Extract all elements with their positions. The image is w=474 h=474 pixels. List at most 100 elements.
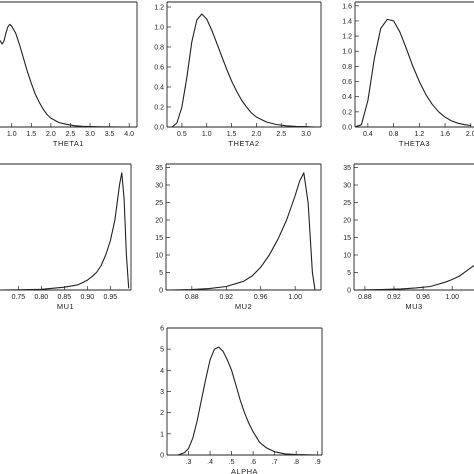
y-tick-label: 0.4 xyxy=(342,94,352,101)
y-tick-label: 0.0 xyxy=(342,125,352,132)
x-axis-title: MU1 xyxy=(57,302,74,311)
density-panel-theta2: 0.5 1.0 1.5 2.0 2.5 3.0 0.0 0.2 0.4 0.6 0.8 1.0 1.2 T… xyxy=(154,1,322,148)
y-tick-label: 25 xyxy=(343,200,351,207)
y-tick-label: 30 xyxy=(343,183,351,190)
plot-frame xyxy=(354,1,474,128)
x-tick-label: 4.0 xyxy=(124,131,134,138)
y-tick-label: 1.0 xyxy=(342,49,352,56)
y-tick-label: 1.2 xyxy=(342,34,352,41)
y-tick-label: 0.6 xyxy=(154,65,164,72)
x-axis-title: MU3 xyxy=(405,302,422,311)
y-tick-label: 5 xyxy=(347,270,351,277)
y-tick-label: 10 xyxy=(155,253,163,260)
x-tick-label: 0.85 xyxy=(58,294,72,301)
y-tick-label: 0.4 xyxy=(154,85,164,92)
x-axis-title: THETA1 xyxy=(53,139,84,148)
x-tick-label: 1.0 xyxy=(7,131,17,138)
x-tick-label: 0.92 xyxy=(387,294,401,301)
x-axis-title: THETA3 xyxy=(399,139,430,148)
y-tick-label: 0.8 xyxy=(342,64,352,71)
y-tick-label: 25 xyxy=(155,200,163,207)
x-tick-label: 3.0 xyxy=(301,131,311,138)
x-tick-label: 0.88 xyxy=(358,294,372,301)
x-tick-label: 1.00 xyxy=(288,294,302,301)
x-axis-title: THETA2 xyxy=(228,139,259,148)
x-tick-label: 1.5 xyxy=(227,131,237,138)
density-panel-alpha: .3 .4 .5 .6 .7 .8 .9 0 1 2 3 4 5 6 ALPHA xyxy=(160,326,323,474)
x-tick-label: .6 xyxy=(250,459,256,466)
density-curve xyxy=(171,13,317,127)
y-tick-label: 0 xyxy=(159,288,163,295)
density-curve xyxy=(357,265,474,290)
x-axis-title: MU2 xyxy=(235,302,252,311)
x-tick-label: 2.5 xyxy=(66,131,76,138)
plot-frame xyxy=(165,163,322,291)
density-panel-theta1: 1.0 1.5 2.0 2.5 3.0 3.5 4.0 THETA1 xyxy=(0,1,138,148)
y-tick-label: 1 xyxy=(160,431,164,438)
y-tick-label: 1.0 xyxy=(154,25,164,32)
y-tick-label: 0.2 xyxy=(342,109,352,116)
density-curve xyxy=(355,18,471,127)
x-tick-label: 3.0 xyxy=(85,131,95,138)
y-tick-label: 1.6 xyxy=(342,3,352,10)
plot-frame xyxy=(166,327,323,456)
x-tick-label: 1.00 xyxy=(445,294,459,301)
density-curve xyxy=(170,172,316,290)
density-curve xyxy=(0,23,130,127)
y-tick-label: 0.6 xyxy=(342,79,352,86)
x-tick-label: .9 xyxy=(315,459,321,466)
y-tick-label: 0.2 xyxy=(154,105,164,112)
y-tick-label: 20 xyxy=(155,218,163,225)
y-tick-label: 0 xyxy=(347,288,351,295)
x-tick-label: 2.0 xyxy=(252,131,262,138)
y-tick-label: 35 xyxy=(343,165,351,172)
x-tick-label: 2.0 xyxy=(46,131,56,138)
x-tick-label: 1.5 xyxy=(26,131,36,138)
density-panel-mu1: 0.75 0.80 0.85 0.90 0.95 MU1 xyxy=(0,163,132,311)
density-panel-mu3: 0.88 0.92 0.96 1.00 0 5 10 15 20 25 30 35 MU3 xyxy=(343,163,474,311)
plot-frame xyxy=(0,163,132,291)
y-tick-label: 30 xyxy=(155,183,163,190)
x-tick-label: 0.8 xyxy=(389,131,399,138)
density-curve xyxy=(177,346,318,455)
y-tick-label: 5 xyxy=(159,270,163,277)
y-tick-label: 1.4 xyxy=(342,18,352,25)
density-curve xyxy=(0,172,130,290)
y-tick-label: 15 xyxy=(155,235,163,242)
x-tick-label: .3 xyxy=(186,459,192,466)
x-tick-label: 0.4 xyxy=(363,131,373,138)
x-tick-label: .4 xyxy=(207,459,213,466)
x-tick-label: 0.95 xyxy=(104,294,118,301)
y-tick-label: 10 xyxy=(343,253,351,260)
x-tick-label: 0.90 xyxy=(81,294,95,301)
x-tick-label: .5 xyxy=(229,459,235,466)
x-tick-label: 1.6 xyxy=(440,131,450,138)
y-tick-label: 0.0 xyxy=(154,125,164,132)
plot-frame xyxy=(353,163,474,291)
y-tick-label: 0.8 xyxy=(154,45,164,52)
y-tick-label: 1.2 xyxy=(154,5,164,12)
x-tick-label: 2.5 xyxy=(276,131,286,138)
x-tick-label: 2.0 xyxy=(466,131,474,138)
plot-frame xyxy=(0,1,138,128)
x-tick-label: .8 xyxy=(293,459,299,466)
plot-frame xyxy=(166,1,322,128)
y-tick-label: 2 xyxy=(160,410,164,417)
y-tick-label: 15 xyxy=(343,235,351,242)
y-tick-label: 3 xyxy=(160,389,164,396)
x-tick-label: 0.75 xyxy=(12,294,26,301)
x-tick-label: .7 xyxy=(272,459,278,466)
x-tick-label: 0.88 xyxy=(185,294,199,301)
y-tick-label: 6 xyxy=(160,326,164,333)
x-tick-label: 3.5 xyxy=(105,131,115,138)
y-tick-label: 5 xyxy=(160,347,164,354)
y-tick-label: 35 xyxy=(155,165,163,172)
x-tick-label: 0.80 xyxy=(35,294,49,301)
x-tick-label: 0.92 xyxy=(219,294,233,301)
x-tick-label: 0.96 xyxy=(254,294,268,301)
y-tick-label: 20 xyxy=(343,218,351,225)
x-axis-title: ALPHA xyxy=(231,467,258,474)
y-tick-label: 4 xyxy=(160,368,164,375)
x-tick-label: 0.96 xyxy=(416,294,430,301)
x-tick-label: 1.2 xyxy=(414,131,424,138)
